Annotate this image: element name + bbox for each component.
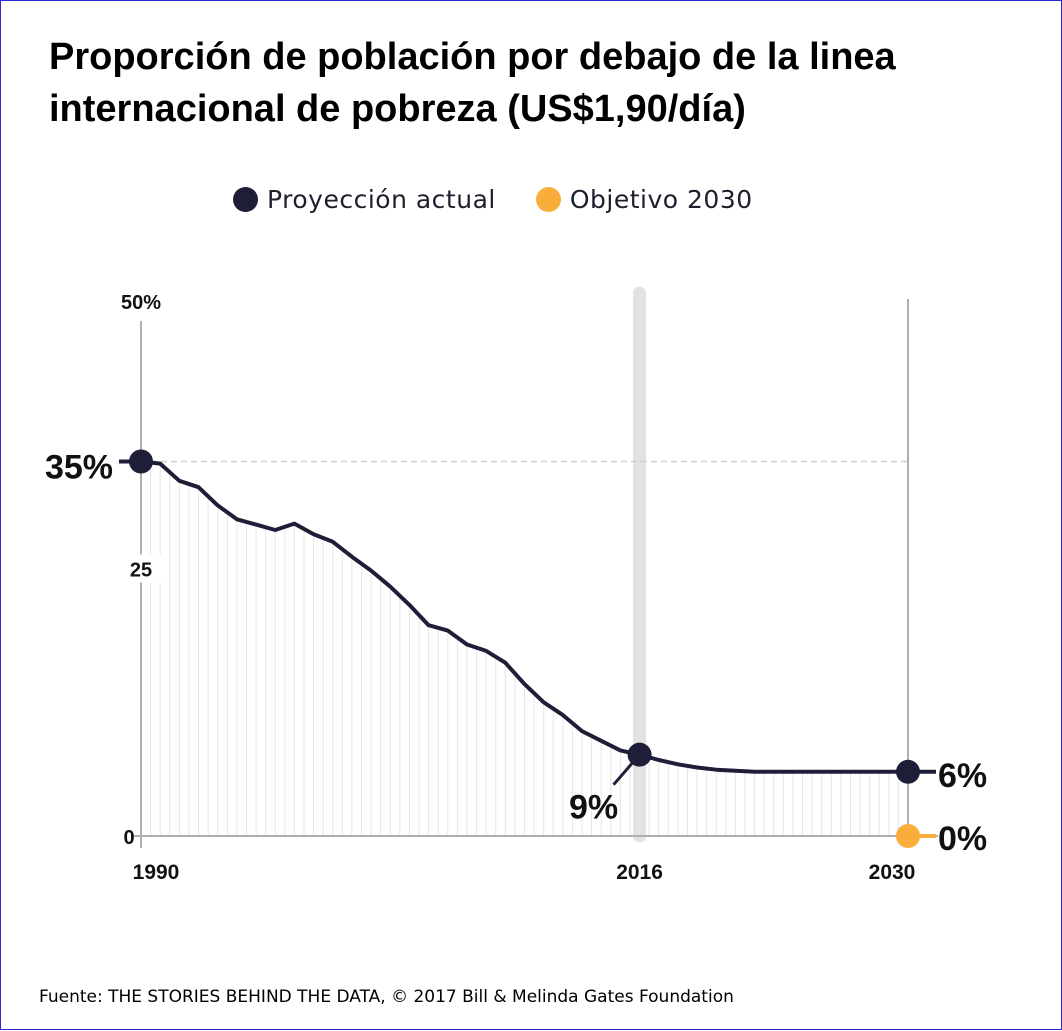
legend-dot-current (233, 186, 258, 212)
point-label-2016: 9% (569, 789, 618, 827)
point-1990 (129, 449, 153, 474)
legend: Proyección actual Objetivo 2030 (233, 181, 793, 217)
point-label-1990: 35% (45, 449, 113, 487)
y-tick-label: 0 (123, 827, 134, 849)
y-tick-label-bg (119, 554, 163, 583)
source-note: Fuente: THE STORIES BEHIND THE DATA, © 2… (39, 987, 734, 1007)
legend-item-current: Proyección actual (233, 185, 496, 214)
point-target-2030 (896, 824, 920, 848)
series-line-proyeccion-actual (119, 459, 936, 774)
legend-dot-target (535, 186, 561, 212)
x-tick-label: 2016 (616, 861, 663, 884)
x-tick-label: 1990 (133, 861, 180, 884)
y-tick-label: 50% (121, 292, 161, 314)
legend-item-target: Objetivo 2030 (535, 184, 753, 214)
point-2030 (896, 759, 920, 784)
chart-title: Proporción de población por debajo de la… (49, 36, 896, 130)
point-label-target: 0% (938, 820, 987, 858)
point-label-2030: 6% (938, 757, 987, 795)
x-tick-label: 2030 (869, 861, 916, 884)
point-2016 (627, 742, 652, 767)
y-tick-label: 25 (130, 560, 152, 582)
legend-label-target: Objetivo 2030 (569, 184, 753, 214)
legend-label-current: Proyección actual (267, 184, 496, 214)
